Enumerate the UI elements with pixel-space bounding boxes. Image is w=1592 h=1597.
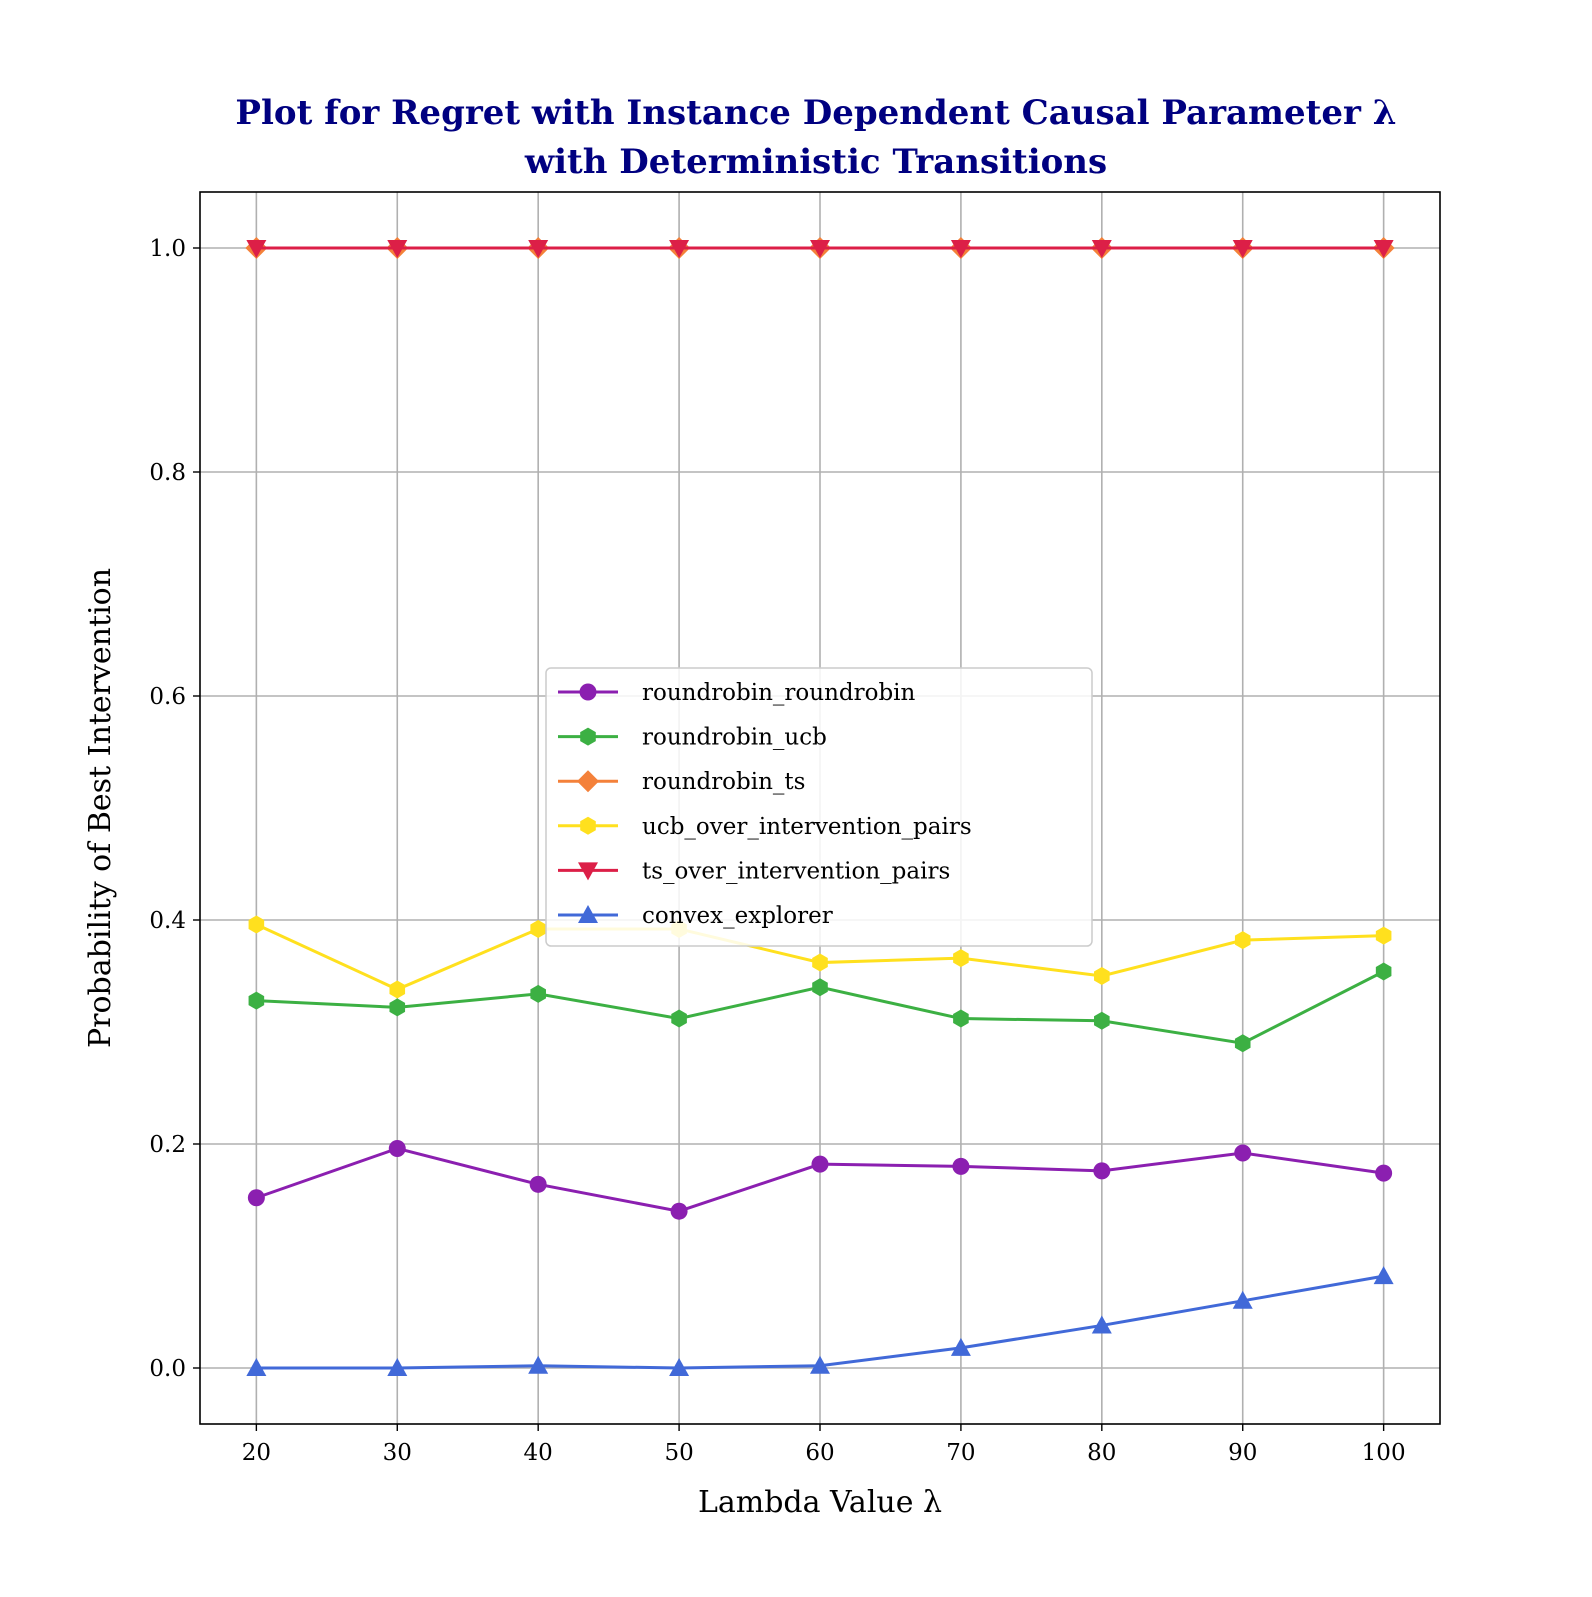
data-point bbox=[952, 1157, 970, 1175]
legend-marker bbox=[580, 816, 596, 835]
data-point bbox=[1375, 962, 1392, 981]
data-point bbox=[669, 1358, 690, 1376]
data-point bbox=[530, 919, 546, 938]
series-ucb_over_intervention_pairs bbox=[248, 915, 1392, 999]
data-point bbox=[950, 240, 971, 258]
data-point bbox=[1375, 1164, 1393, 1182]
y-tick-label: 0.8 bbox=[149, 460, 186, 486]
data-point bbox=[950, 1337, 971, 1356]
x-tick-label: 90 bbox=[1228, 1440, 1257, 1466]
data-point bbox=[1234, 931, 1251, 950]
x-tick-label: 20 bbox=[242, 1440, 271, 1466]
y-tick-label: 0.6 bbox=[149, 684, 186, 710]
legend-marker bbox=[578, 862, 598, 881]
y-tick-label: 0.0 bbox=[149, 1356, 186, 1382]
x-tick-label: 30 bbox=[383, 1440, 412, 1466]
data-point bbox=[1234, 1144, 1252, 1162]
legend-marker bbox=[579, 683, 597, 701]
x-tick-label: 50 bbox=[664, 1440, 693, 1466]
data-point bbox=[248, 915, 265, 934]
y-tick-label: 1.0 bbox=[149, 236, 186, 262]
data-point bbox=[671, 1009, 687, 1028]
legend-label: ucb_over_intervention_pairs bbox=[642, 814, 972, 840]
legend-marker bbox=[577, 770, 599, 793]
data-point bbox=[389, 998, 406, 1017]
data-point bbox=[389, 980, 406, 999]
data-point bbox=[953, 1009, 969, 1028]
data-point bbox=[953, 949, 969, 968]
data-point bbox=[670, 1202, 688, 1220]
data-point bbox=[387, 240, 408, 258]
x-tick-label: 80 bbox=[1087, 1440, 1116, 1466]
data-point bbox=[1093, 1162, 1111, 1180]
data-point bbox=[530, 984, 546, 1003]
data-point bbox=[248, 991, 265, 1010]
legend-label: ts_over_intervention_pairs bbox=[642, 858, 950, 884]
legend-label: roundrobin_ucb bbox=[642, 725, 827, 751]
y-tick-label: 0.2 bbox=[149, 1132, 186, 1158]
data-point bbox=[1373, 240, 1394, 258]
data-point bbox=[528, 240, 549, 258]
data-point bbox=[1091, 1315, 1112, 1334]
data-point bbox=[1375, 926, 1392, 945]
data-point bbox=[1091, 240, 1112, 258]
legend-marker bbox=[578, 905, 598, 923]
series-roundrobin_roundrobin bbox=[247, 1139, 1393, 1220]
legend-label: convex_explorer bbox=[642, 903, 833, 929]
data-point bbox=[387, 1358, 408, 1376]
x-tick-label: 70 bbox=[946, 1440, 975, 1466]
data-point bbox=[810, 240, 830, 258]
data-point bbox=[810, 1355, 830, 1374]
data-point bbox=[811, 1155, 829, 1173]
axis-ticks: 20 30 40 50 60 70 80 90 100 0.0 0.2 0.4 0.6 0.8 1.0 bbox=[149, 236, 1405, 1466]
legend-item: convex_explorer bbox=[558, 903, 833, 929]
x-tick-label: 40 bbox=[524, 1440, 553, 1466]
data-point bbox=[247, 1189, 265, 1207]
data-point bbox=[812, 978, 828, 997]
chart-title-line-2: with Deterministic Transitions bbox=[524, 142, 1107, 182]
legend-label: roundrobin_roundrobin bbox=[642, 680, 916, 706]
y-tick-label: 0.4 bbox=[149, 908, 186, 934]
chart-title: Plot for Regret with Instance Dependent … bbox=[235, 93, 1396, 182]
data-point bbox=[246, 1358, 267, 1376]
data-point bbox=[1234, 1034, 1251, 1053]
legend-item: roundrobin_roundrobin bbox=[558, 680, 916, 706]
x-tick-label: 100 bbox=[1362, 1440, 1406, 1466]
data-point bbox=[1232, 1290, 1253, 1309]
legend-label: roundrobin_ts bbox=[642, 769, 805, 795]
legend-item: roundrobin_ucb bbox=[558, 725, 827, 751]
legend: roundrobin_roundrobin roundrobin_ucbround… bbox=[545, 667, 1093, 947]
data-point bbox=[1094, 1011, 1110, 1030]
data-point bbox=[669, 240, 690, 258]
series-roundrobin_ucb bbox=[248, 962, 1392, 1053]
data-point bbox=[246, 240, 267, 258]
x-tick-label: 60 bbox=[805, 1440, 834, 1466]
data-point bbox=[1232, 240, 1253, 258]
legend-item: ucb_over_intervention_pairs bbox=[558, 814, 972, 840]
series-ts_over_intervention_pairs bbox=[246, 240, 1394, 258]
legend-item: ts_over_intervention_pairs bbox=[558, 858, 950, 884]
data-point bbox=[1094, 967, 1110, 985]
legend-item: roundrobin_ts bbox=[558, 769, 805, 795]
x-axis-label: Lambda Value λ bbox=[698, 1485, 942, 1520]
series-convex_explorer bbox=[246, 1266, 1394, 1376]
chart-title-line-1: Plot for Regret with Instance Dependent … bbox=[235, 93, 1396, 133]
y-axis-label: Probability of Best Intervention bbox=[83, 568, 118, 1048]
data-point bbox=[388, 1139, 406, 1157]
data-point bbox=[529, 1175, 547, 1193]
data-point bbox=[812, 953, 828, 972]
series bbox=[245, 237, 1395, 1376]
data-point bbox=[528, 1355, 549, 1374]
data-point bbox=[1373, 1266, 1394, 1285]
legend-marker bbox=[580, 727, 596, 746]
legend-box bbox=[545, 667, 1093, 947]
